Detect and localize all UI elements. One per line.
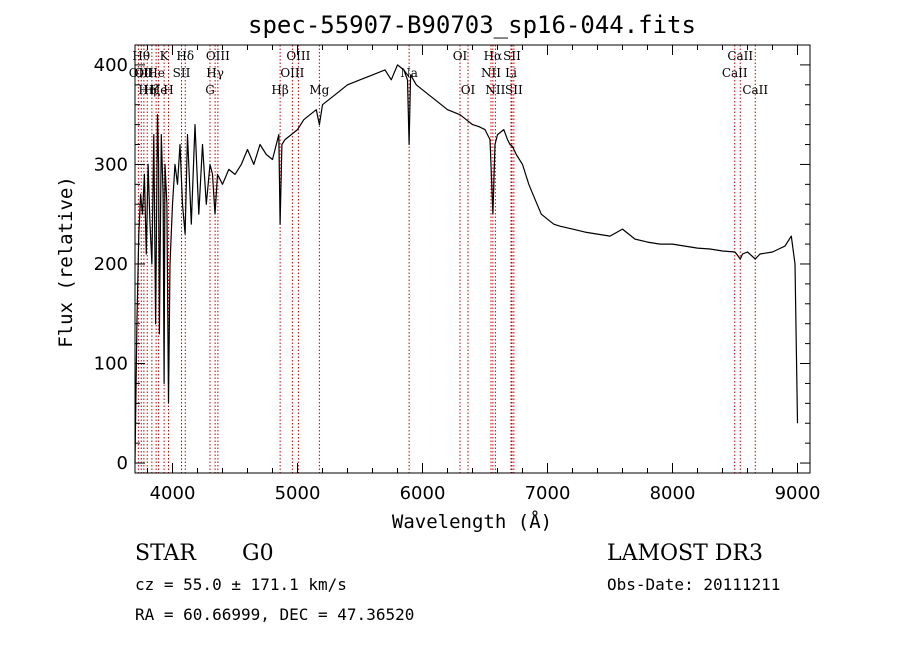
plot-frame (134, 44, 811, 474)
redshift-cz: cz = 55.0 ± 171.1 km/s (135, 575, 347, 594)
spectral-line-label: G (205, 83, 215, 97)
spectral-line-label: CaII (727, 49, 753, 63)
spectral-line-label: CaII (742, 83, 768, 97)
x-tick-label: 6000 (400, 483, 446, 504)
spectral-line-label: Hγ (206, 66, 224, 80)
survey-name: LAMOST DR3 (607, 541, 763, 566)
y-tick-label: 300 (94, 154, 128, 175)
spectral-line-label: OII (129, 66, 149, 80)
spectral-line-label: He (150, 83, 168, 97)
spectral-line-label: He (147, 66, 165, 80)
spectral-line-label: Na (400, 66, 418, 80)
spectral-line-label: SII (505, 83, 523, 97)
spectral-line-label: SII (173, 66, 191, 80)
spectral-line-label: Li (505, 66, 517, 80)
spectral-line-label: OIII (286, 49, 310, 63)
spectral-line-labels: OIIHθOIIHηHζHeHeKHSIIHδGHγOIIIHβOIIIOIII… (129, 49, 769, 97)
x-tick-label: 5000 (275, 483, 321, 504)
spectral-line-label: Hα (484, 49, 503, 63)
spectral-line-label: Hζ (143, 83, 160, 97)
y-tick-label: 400 (94, 55, 128, 76)
y-tick-label: 200 (94, 254, 128, 275)
spectral-line-label: OI (461, 83, 476, 97)
spectral-line-label: K (160, 49, 170, 63)
spectral-line-label: Hβ (271, 83, 288, 97)
chart-title: spec-55907-B90703_sp16-044.fits (248, 11, 696, 39)
object-subclass: G0 (242, 541, 274, 566)
x-tick-label: 4000 (150, 483, 196, 504)
axis-ticks: 4000 5000 6000 7000 8000 9000 0 100 200 300 400 (94, 45, 821, 504)
spectral-line-label: OIII (206, 49, 230, 63)
spectral-line-label: Hδ (176, 49, 194, 63)
spectral-line-label: NII (485, 83, 505, 97)
spectral-line-label: Hη (138, 83, 156, 97)
x-axis-label: Wavelength (Å) (392, 510, 552, 533)
y-tick-label: 0 (117, 453, 128, 474)
ra-dec: RA = 60.66999, DEC = 47.36520 (135, 605, 414, 624)
spectral-line-label: OI (453, 49, 468, 63)
spectral-line-label: OIII (280, 66, 304, 80)
observation-date: Obs-Date: 20111211 (607, 575, 780, 594)
spectral-line-label: Mg (309, 83, 329, 97)
spectral-line-label: Hθ (132, 49, 150, 63)
spectral-line-label: NII (481, 66, 501, 80)
spectral-line-label: SII (503, 49, 521, 63)
x-tick-label: 7000 (525, 483, 571, 504)
x-tick-label: 8000 (650, 483, 696, 504)
spectral-line-label: OII (134, 66, 154, 80)
spectral-line-label: H (163, 83, 173, 97)
x-tick-label: 9000 (775, 483, 821, 504)
y-axis-label: Flux (relative) (55, 176, 77, 348)
series-layer (134, 64, 799, 464)
spectral-line-label: CaII (722, 66, 748, 80)
series-line-spectrum (134, 64, 799, 464)
y-tick-label: 100 (94, 354, 128, 375)
object-class: STAR (135, 541, 197, 566)
